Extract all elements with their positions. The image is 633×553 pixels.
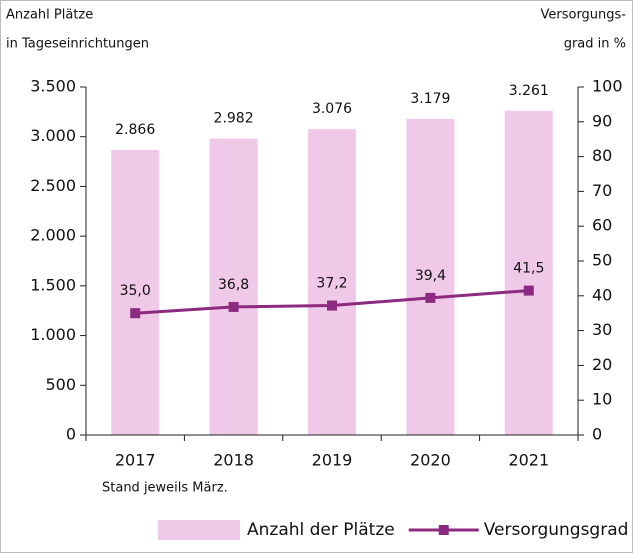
- y2-tick-label: 80: [592, 146, 612, 165]
- y-axis-title: in Tageseinrichtungen: [6, 37, 149, 52]
- data-label: 3.076: [312, 101, 352, 117]
- y-tick-label: 2.500: [30, 176, 76, 195]
- marker: [327, 300, 337, 311]
- y2-axis-title: Versorgungs-: [540, 8, 626, 23]
- bar: [209, 138, 258, 435]
- x-tick-label: 2019: [312, 451, 353, 470]
- y2-tick-label: 10: [592, 390, 612, 409]
- y2-tick-label: 60: [592, 216, 612, 235]
- marker: [425, 292, 436, 303]
- legend-swatch: [158, 520, 240, 540]
- marker: [130, 308, 141, 319]
- legend-marker: [438, 525, 449, 535]
- legend-label: Anzahl der Plätze: [247, 520, 395, 540]
- y2-tick-label: 0: [592, 425, 602, 444]
- x-tick-label: 2020: [410, 451, 451, 470]
- bar: [406, 118, 455, 436]
- data-label: 41,5: [513, 261, 544, 277]
- legend-label: Versorgungsgrad in %: [484, 520, 633, 540]
- y2-tick-label: 50: [592, 251, 612, 270]
- y2-tick-label: 40: [592, 285, 612, 304]
- y-tick-label: 0: [66, 425, 76, 444]
- bar: [111, 150, 160, 435]
- y-tick-label: 1.500: [30, 275, 76, 294]
- y2-tick-label: 70: [592, 181, 612, 200]
- data-label: 35,0: [120, 283, 151, 299]
- y2-tick-label: 90: [592, 111, 612, 130]
- y-tick-label: 3.500: [30, 77, 76, 96]
- marker: [523, 285, 534, 296]
- data-label: 3.179: [410, 91, 450, 107]
- data-label: 37,2: [316, 276, 347, 292]
- x-tick-label: 2017: [115, 451, 156, 470]
- y-tick-label: 500: [45, 375, 76, 394]
- y-axis-title: Anzahl Plätze: [6, 8, 93, 23]
- y-tick-label: 1.000: [30, 325, 76, 344]
- marker: [228, 301, 239, 312]
- y2-tick-label: 100: [592, 77, 623, 96]
- data-label: 3.261: [509, 83, 549, 99]
- bar: [504, 110, 553, 435]
- data-label: 2.982: [214, 111, 254, 127]
- data-label: 36,8: [218, 277, 249, 293]
- y2-tick-label: 30: [592, 320, 612, 339]
- data-label: 2.866: [115, 122, 155, 138]
- y2-axis-title: grad in %: [564, 37, 626, 52]
- data-label: 39,4: [415, 268, 446, 284]
- y2-tick-label: 20: [592, 355, 612, 374]
- x-tick-label: 2021: [508, 451, 549, 470]
- y-tick-label: 3.000: [30, 126, 76, 145]
- bar: [308, 129, 356, 435]
- note: Stand jeweils März.: [102, 481, 228, 496]
- x-tick-label: 2018: [213, 451, 254, 470]
- y-tick-label: 2.000: [30, 226, 76, 245]
